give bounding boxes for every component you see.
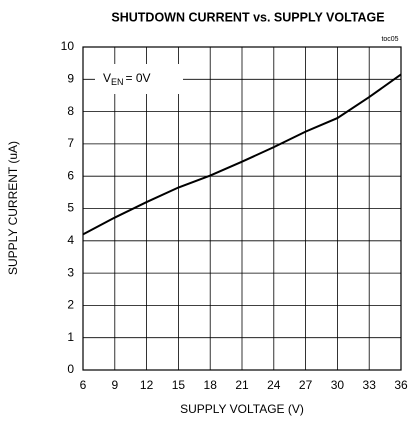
annotation-sub: EN [111,77,124,87]
x-tick-label: 30 [331,378,345,392]
x-tick-label: 6 [80,378,87,392]
y-tick-label: 6 [67,168,74,182]
x-tick-label: 21 [235,378,249,392]
x-axis-label: SUPPLY VOLTAGE (V) [180,402,304,416]
y-tick-label: 3 [67,265,74,279]
y-tick-label: 7 [67,136,74,150]
chart-title: SHUTDOWN CURRENT vs. SUPPLY VOLTAGE [111,10,384,24]
y-tick-label: 8 [67,104,74,118]
y-tick-label: 9 [67,71,74,85]
x-tick-label: 12 [140,378,154,392]
annotation-main: V [103,71,111,85]
annotation-box [95,64,183,94]
y-axis-label: SUPPLY CURRENT (uA) [6,141,20,275]
y-tick-label: 1 [67,330,74,344]
x-tick-label: 27 [299,378,313,392]
x-tick-label: 18 [204,378,218,392]
y-tick-label: 0 [67,362,74,376]
x-tick-label: 15 [172,378,186,392]
y-tick-label: 10 [61,39,75,53]
data-line [82,73,402,236]
x-tick-label: 9 [111,378,118,392]
x-tick-label: 24 [267,378,281,392]
plot-frame [82,46,402,371]
annotation-rest: = 0V [126,71,151,85]
x-tick-label: 36 [394,378,408,392]
y-tick-label: 4 [67,233,74,247]
figure-code: toc05 [381,36,398,43]
y-tick-label: 2 [67,298,74,312]
annotation: VEN = 0V [103,71,151,87]
y-tick-label: 5 [67,201,74,215]
x-tick-label: 33 [363,378,377,392]
